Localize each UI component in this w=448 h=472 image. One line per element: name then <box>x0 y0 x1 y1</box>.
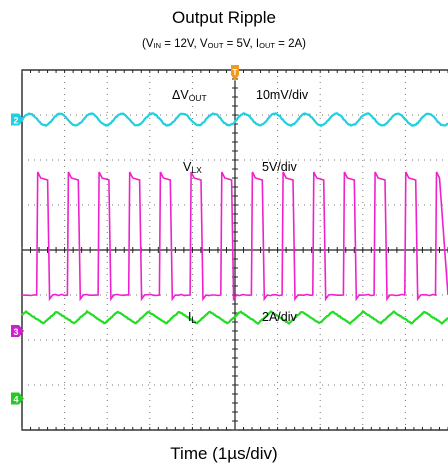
trace-label-vlx: VLX <box>183 160 202 175</box>
x-axis-label: Time (1µs/div) <box>0 444 448 464</box>
trace-scale-vout: 10mV/div <box>256 88 309 102</box>
trace-label-il: IL <box>188 310 196 325</box>
channel-marker-label: 4 <box>13 395 18 405</box>
channel-marker-label: 2 <box>13 116 18 126</box>
trace-scale-il: 2A/div <box>262 310 297 324</box>
trace-label-vout: ΔVOUT <box>172 88 207 103</box>
trace-scale-vlx: 5V/div <box>262 160 297 174</box>
trigger-marker-label: T <box>233 68 238 77</box>
channel-marker-label: 3 <box>13 327 18 337</box>
